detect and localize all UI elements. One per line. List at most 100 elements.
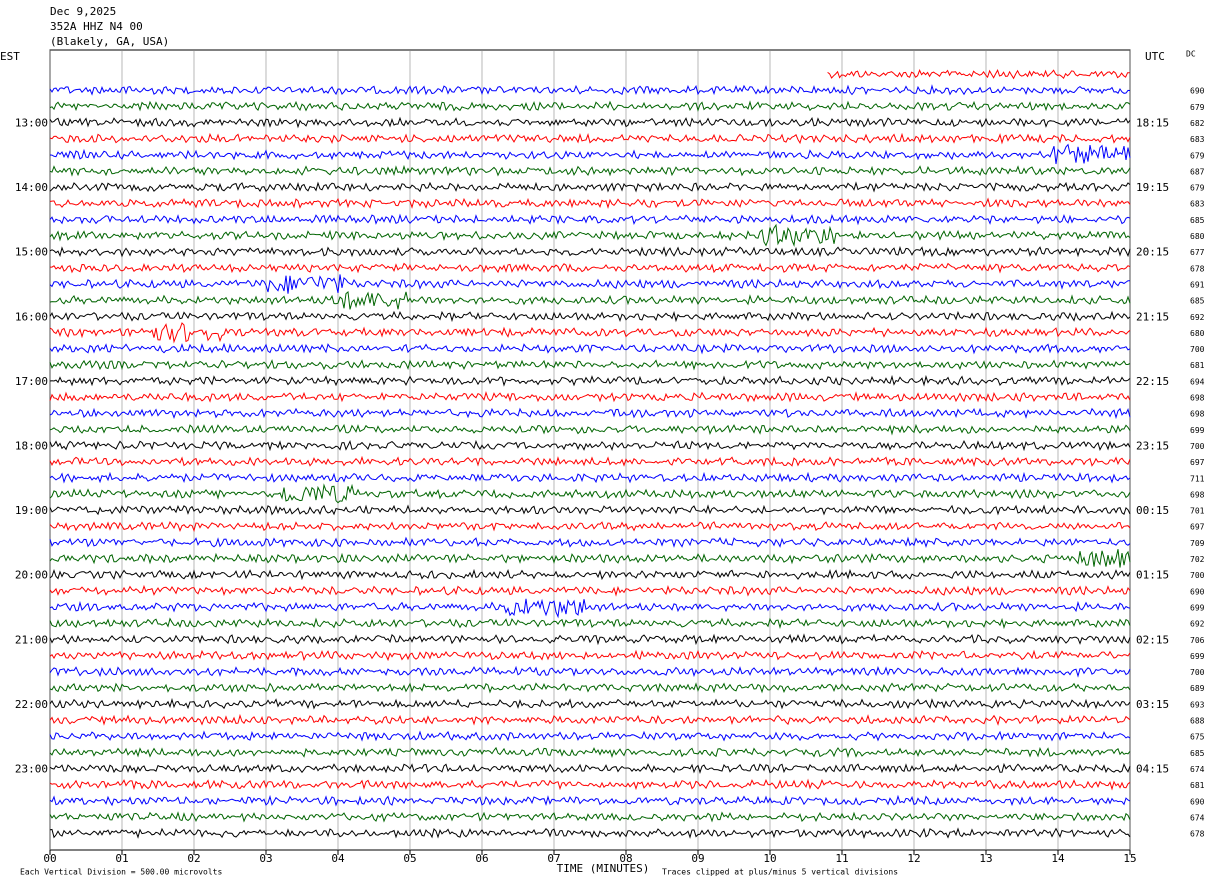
left-time: 18:00: [15, 439, 48, 452]
dc-value: 699: [1190, 603, 1205, 612]
dc-value: 698: [1190, 394, 1205, 403]
x-tick-label: 05: [403, 852, 416, 865]
dc-value: 679: [1190, 103, 1205, 112]
dc-value: 698: [1190, 490, 1205, 499]
trace: [49, 223, 1131, 247]
trace: [49, 132, 1131, 145]
right-time: 20:15: [1136, 246, 1169, 259]
x-tick-label: 09: [691, 852, 704, 865]
x-tick-label: 11: [835, 852, 848, 865]
trace: [49, 617, 1131, 630]
left-time: 14:00: [15, 181, 48, 194]
right-time: 04:15: [1136, 762, 1169, 775]
trace: [49, 665, 1131, 678]
scale-note: Each Vertical Division = 500.00 microvol…: [20, 868, 222, 877]
right-time: 02:15: [1136, 633, 1169, 646]
left-time: 20:00: [15, 569, 48, 582]
dc-value: 701: [1190, 507, 1205, 516]
dc-value: 711: [1190, 474, 1205, 483]
dc-value: 699: [1190, 652, 1205, 661]
dc-value: 685: [1190, 749, 1205, 758]
x-tick-label: 13: [979, 852, 992, 865]
dc-value: 692: [1190, 620, 1205, 629]
dc-value: 680: [1190, 329, 1205, 338]
trace: [49, 143, 1131, 165]
dc-value: 697: [1190, 458, 1205, 467]
dc-value: 691: [1190, 280, 1205, 289]
clip-note: Traces clipped at plus/minus 5 vertical …: [662, 868, 898, 877]
trace: [49, 746, 1131, 759]
left-time: 19:00: [15, 504, 48, 517]
dc-value: 706: [1190, 636, 1205, 645]
trace: [49, 633, 1131, 646]
trace: [49, 713, 1131, 726]
dc-value: 680: [1190, 232, 1205, 241]
dc-value: 700: [1190, 571, 1205, 580]
trace: [49, 164, 1131, 177]
x-tick-label: 00: [43, 852, 56, 865]
trace: [49, 291, 1131, 310]
right-time: 18:15: [1136, 116, 1169, 129]
trace: [49, 697, 1131, 710]
x-tick-label: 06: [475, 852, 488, 865]
trace: [49, 584, 1131, 597]
right-time: 19:15: [1136, 181, 1169, 194]
trace: [49, 568, 1131, 581]
trace: [49, 322, 1131, 344]
dc-heading: DC: [1186, 50, 1196, 59]
dc-value: 700: [1190, 668, 1205, 677]
trace: [49, 274, 1130, 294]
left-time: 16:00: [15, 310, 48, 323]
right-time: 03:15: [1136, 698, 1169, 711]
left-time: 22:00: [15, 698, 48, 711]
x-tick-label: 04: [331, 852, 345, 865]
dc-value: 690: [1190, 797, 1205, 806]
trace: [49, 342, 1131, 355]
dc-value: 677: [1190, 248, 1205, 257]
trace: [49, 439, 1131, 452]
trace: [49, 455, 1131, 468]
trace: [49, 778, 1131, 791]
left-time: 17:00: [15, 375, 48, 388]
dc-value: 681: [1190, 781, 1205, 790]
dc-value: 682: [1190, 119, 1205, 128]
trace: [49, 374, 1131, 387]
x-tick-label: 01: [115, 852, 128, 865]
dc-value: 687: [1190, 167, 1205, 176]
trace: [49, 423, 1131, 436]
right-time: 22:15: [1136, 375, 1169, 388]
left-zone: EST: [0, 50, 20, 63]
dc-value: 709: [1190, 539, 1205, 548]
dc-value: 681: [1190, 361, 1205, 370]
x-tick-label: 03: [259, 852, 272, 865]
trace: [49, 598, 1131, 619]
right-time: 21:15: [1136, 310, 1169, 323]
x-tick-label: 07: [547, 852, 560, 865]
left-time: 13:00: [15, 116, 48, 129]
right-time: 01:15: [1136, 569, 1169, 582]
trace: [49, 520, 1131, 533]
dc-value: 700: [1190, 345, 1205, 354]
dc-value: 688: [1190, 717, 1205, 726]
trace: [49, 359, 1131, 371]
date: Dec 9,2025: [50, 5, 116, 18]
dc-value: 675: [1190, 733, 1205, 742]
trace: [49, 730, 1131, 742]
trace: [49, 649, 1131, 662]
trace: [49, 116, 1131, 129]
trace: [49, 794, 1131, 807]
dc-value: 683: [1190, 200, 1205, 209]
left-time: 15:00: [15, 246, 48, 259]
dc-value: 679: [1190, 184, 1205, 193]
right-time: 23:15: [1136, 439, 1169, 452]
dc-value: 678: [1190, 830, 1205, 839]
x-tick-label: 08: [619, 852, 632, 865]
station: 352A HHZ N4 00: [50, 20, 143, 33]
dc-value: 674: [1190, 765, 1205, 774]
trace: [49, 536, 1131, 548]
dc-value: 697: [1190, 523, 1205, 532]
trace: [49, 245, 1131, 258]
x-tick-label: 02: [187, 852, 200, 865]
dc-value: 689: [1190, 684, 1205, 693]
